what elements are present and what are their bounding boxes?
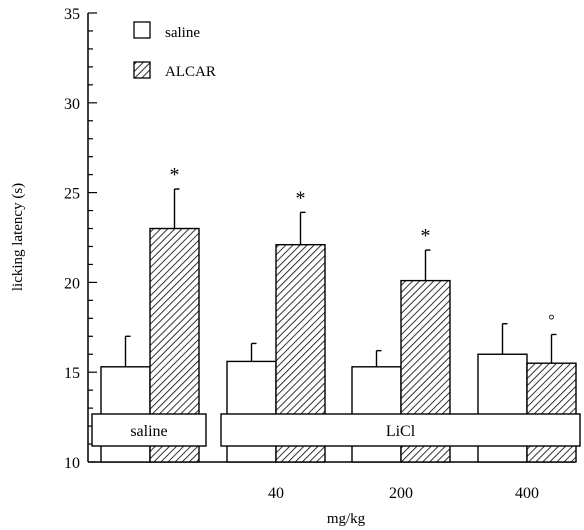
y-axis-label: licking latency (s) [10, 183, 26, 291]
significance-marker: ° [548, 312, 554, 329]
y-tick-label: 20 [64, 275, 80, 292]
box-licl [220, 413, 581, 447]
x-tick-label: 200 [389, 485, 413, 502]
y-tick-label: 35 [64, 6, 80, 23]
bar-saline-1 [226, 360, 277, 463]
legend-swatch-saline [133, 21, 151, 39]
box-saline [91, 413, 207, 447]
treatment-boxes: saline LiCl [91, 413, 581, 447]
significance-marker: * [170, 164, 180, 186]
box-licl-label: LiCl [386, 423, 416, 440]
legend-swatch-alcar [133, 61, 151, 79]
x-axis-label: mg/kg [327, 511, 366, 527]
significance-marker: * [421, 225, 431, 247]
y-tick-label: 30 [64, 96, 80, 113]
significance-marker: * [296, 187, 306, 209]
legend: saline ALCAR [133, 21, 216, 80]
y-tick-label: 15 [64, 365, 80, 382]
box-saline-label: saline [130, 423, 167, 440]
y-tick-label: 10 [64, 455, 80, 472]
legend-label-alcar: ALCAR [165, 64, 216, 80]
x-tick-label: 400 [515, 485, 539, 502]
y-tick-label: 25 [64, 186, 80, 203]
x-tick-label: 40 [268, 485, 284, 502]
bar-alcar-3 [526, 362, 577, 463]
legend-label-saline: saline [165, 25, 200, 41]
x-labels: 40 200 400 [268, 485, 539, 502]
